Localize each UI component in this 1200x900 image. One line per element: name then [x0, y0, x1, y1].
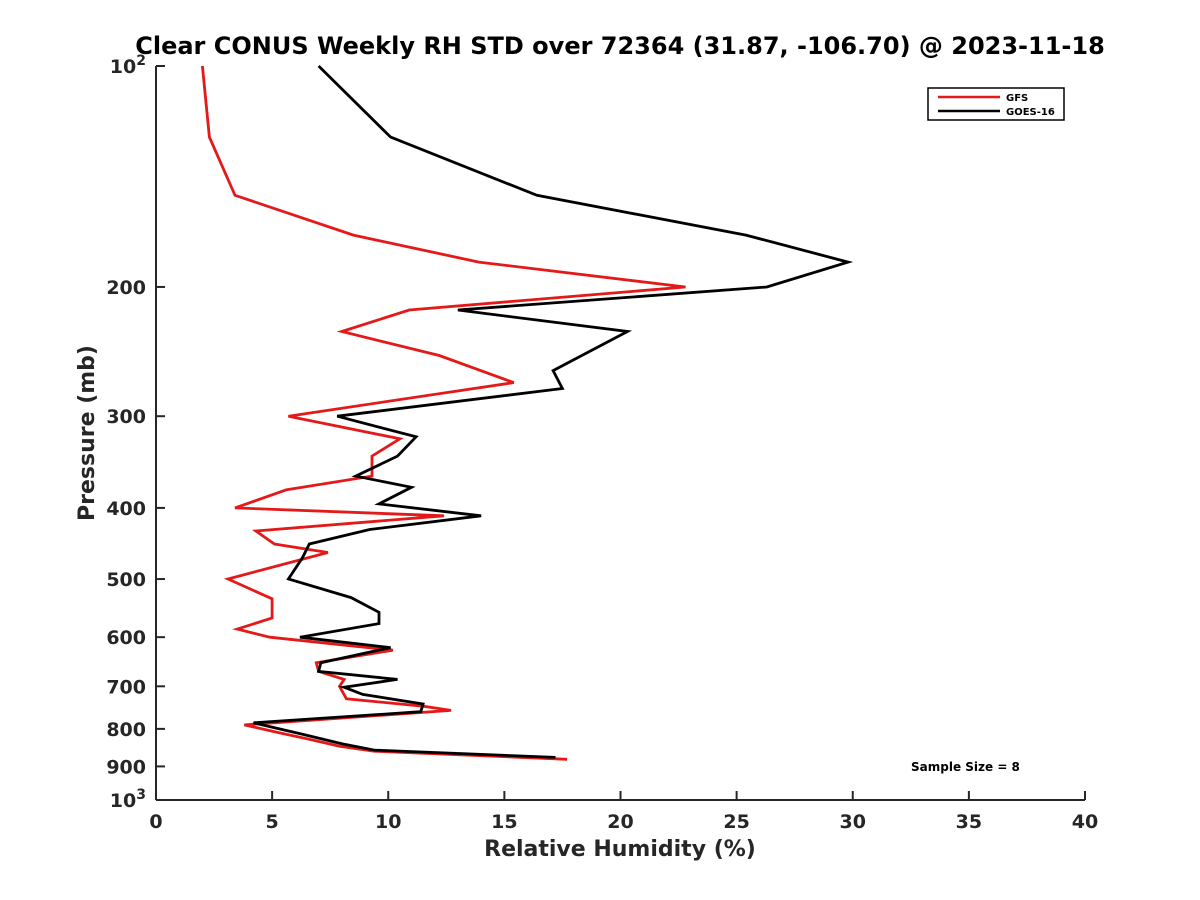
chart-title: Clear CONUS Weekly RH STD over 72364 (31…: [135, 32, 1105, 60]
y-tick-label: 800: [106, 719, 146, 741]
x-tick-label: 15: [491, 811, 517, 833]
y-tick-label: 103: [110, 787, 146, 812]
y-tick-label: 400: [106, 498, 146, 520]
legend-label-goes-16: GOES-16: [1006, 107, 1055, 118]
y-tick-label: 500: [106, 569, 146, 591]
x-tick-label: 10: [375, 811, 401, 833]
y-tick-label: 102: [110, 53, 146, 78]
x-tick-label: 40: [1072, 811, 1098, 833]
x-tick-label: 25: [723, 811, 749, 833]
y-tick-label: 300: [106, 406, 146, 428]
x-axis-ticks: 0 5 10 15 20 25 30 35 40: [149, 791, 1098, 833]
x-tick-label: 0: [149, 811, 162, 833]
y-tick-label: 200: [106, 277, 146, 299]
y-tick-label: 900: [106, 756, 146, 778]
y-tick-label: 700: [106, 676, 146, 698]
x-tick-label: 35: [956, 811, 982, 833]
x-tick-label: 30: [840, 811, 866, 833]
legend: GFS GOES-16: [927, 87, 1065, 121]
x-tick-label: 20: [607, 811, 633, 833]
y-axis-label: Pressure (mb): [75, 345, 100, 521]
legend-label-gfs: GFS: [1006, 93, 1028, 104]
x-axis-label: Relative Humidity (%): [484, 837, 756, 862]
legend-box: [927, 87, 1065, 121]
x-tick-label: 5: [266, 811, 279, 833]
series-line-goes-16: [253, 65, 854, 759]
sample-size-annotation: Sample Size = 8: [911, 760, 1020, 774]
series-line-gfs: [201, 65, 686, 761]
series-layer: [201, 65, 854, 761]
y-tick-label: 600: [106, 627, 146, 649]
y-axis-ticks: 102 200 300 400 500 600 700 800 900 103: [106, 53, 165, 812]
